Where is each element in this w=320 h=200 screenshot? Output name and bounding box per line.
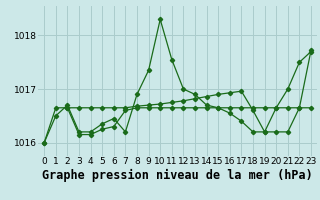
X-axis label: Graphe pression niveau de la mer (hPa): Graphe pression niveau de la mer (hPa): [42, 169, 313, 182]
